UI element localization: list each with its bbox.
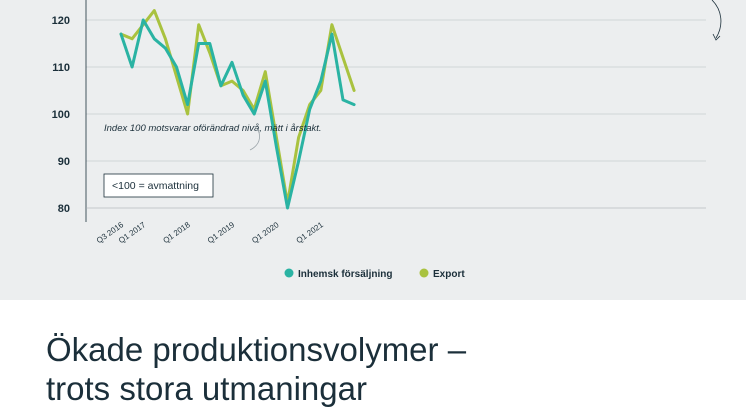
chart-panel: 80 90 100 110 120 Q3 2016 Q1 2017 Q1 2018 Q1 201… [0,0,746,300]
arrowhead-icon [712,33,721,41]
legend-label: Inhemsk försäljning [298,269,392,280]
annotation-line-1: Index 100 motsvarar oförändrad nivå, mät… [104,123,322,134]
y-tick-label: 110 [52,62,70,74]
annotation-arrow-icon [249,125,260,151]
title-line-1: Ökade produktionsvolymer – [46,331,467,368]
title-line-2: trots stora utmaningar [46,370,367,407]
y-tick-label: 80 [58,203,70,215]
legend: Inhemsk försäljning Export [284,268,465,280]
x-tick-label: Q1 2021 [295,220,326,245]
legend-swatch [284,268,294,278]
annotation: Index 100 motsvarar oförändrad nivå, mät… [104,123,322,151]
series-line-inhemsk-f-rs-ljning [119,18,356,210]
y-tick-label: 90 [58,156,70,168]
threshold-box-frame [103,173,214,198]
x-tick-label: Q1 2020 [250,220,281,245]
x-tick-label: Q1 2019 [206,220,237,245]
x-tick-label: Q1 2018 [161,220,192,245]
annotation-text: Index 100 motsvarar oförändrad nivå, mät… [104,123,322,134]
y-tick-label: 100 [52,109,70,121]
y-tick-label: 120 [52,15,70,27]
legend-label: Export [433,269,465,280]
series-layer [119,9,356,210]
curved-arrow-icon [711,0,722,39]
page-title: Ökade produktionsvolymer – trots stora u… [46,330,466,408]
threshold-box: <100 = avmattning [103,173,214,198]
threshold-box-label: <100 = avmattning [112,180,199,192]
legend-swatch [419,268,429,278]
